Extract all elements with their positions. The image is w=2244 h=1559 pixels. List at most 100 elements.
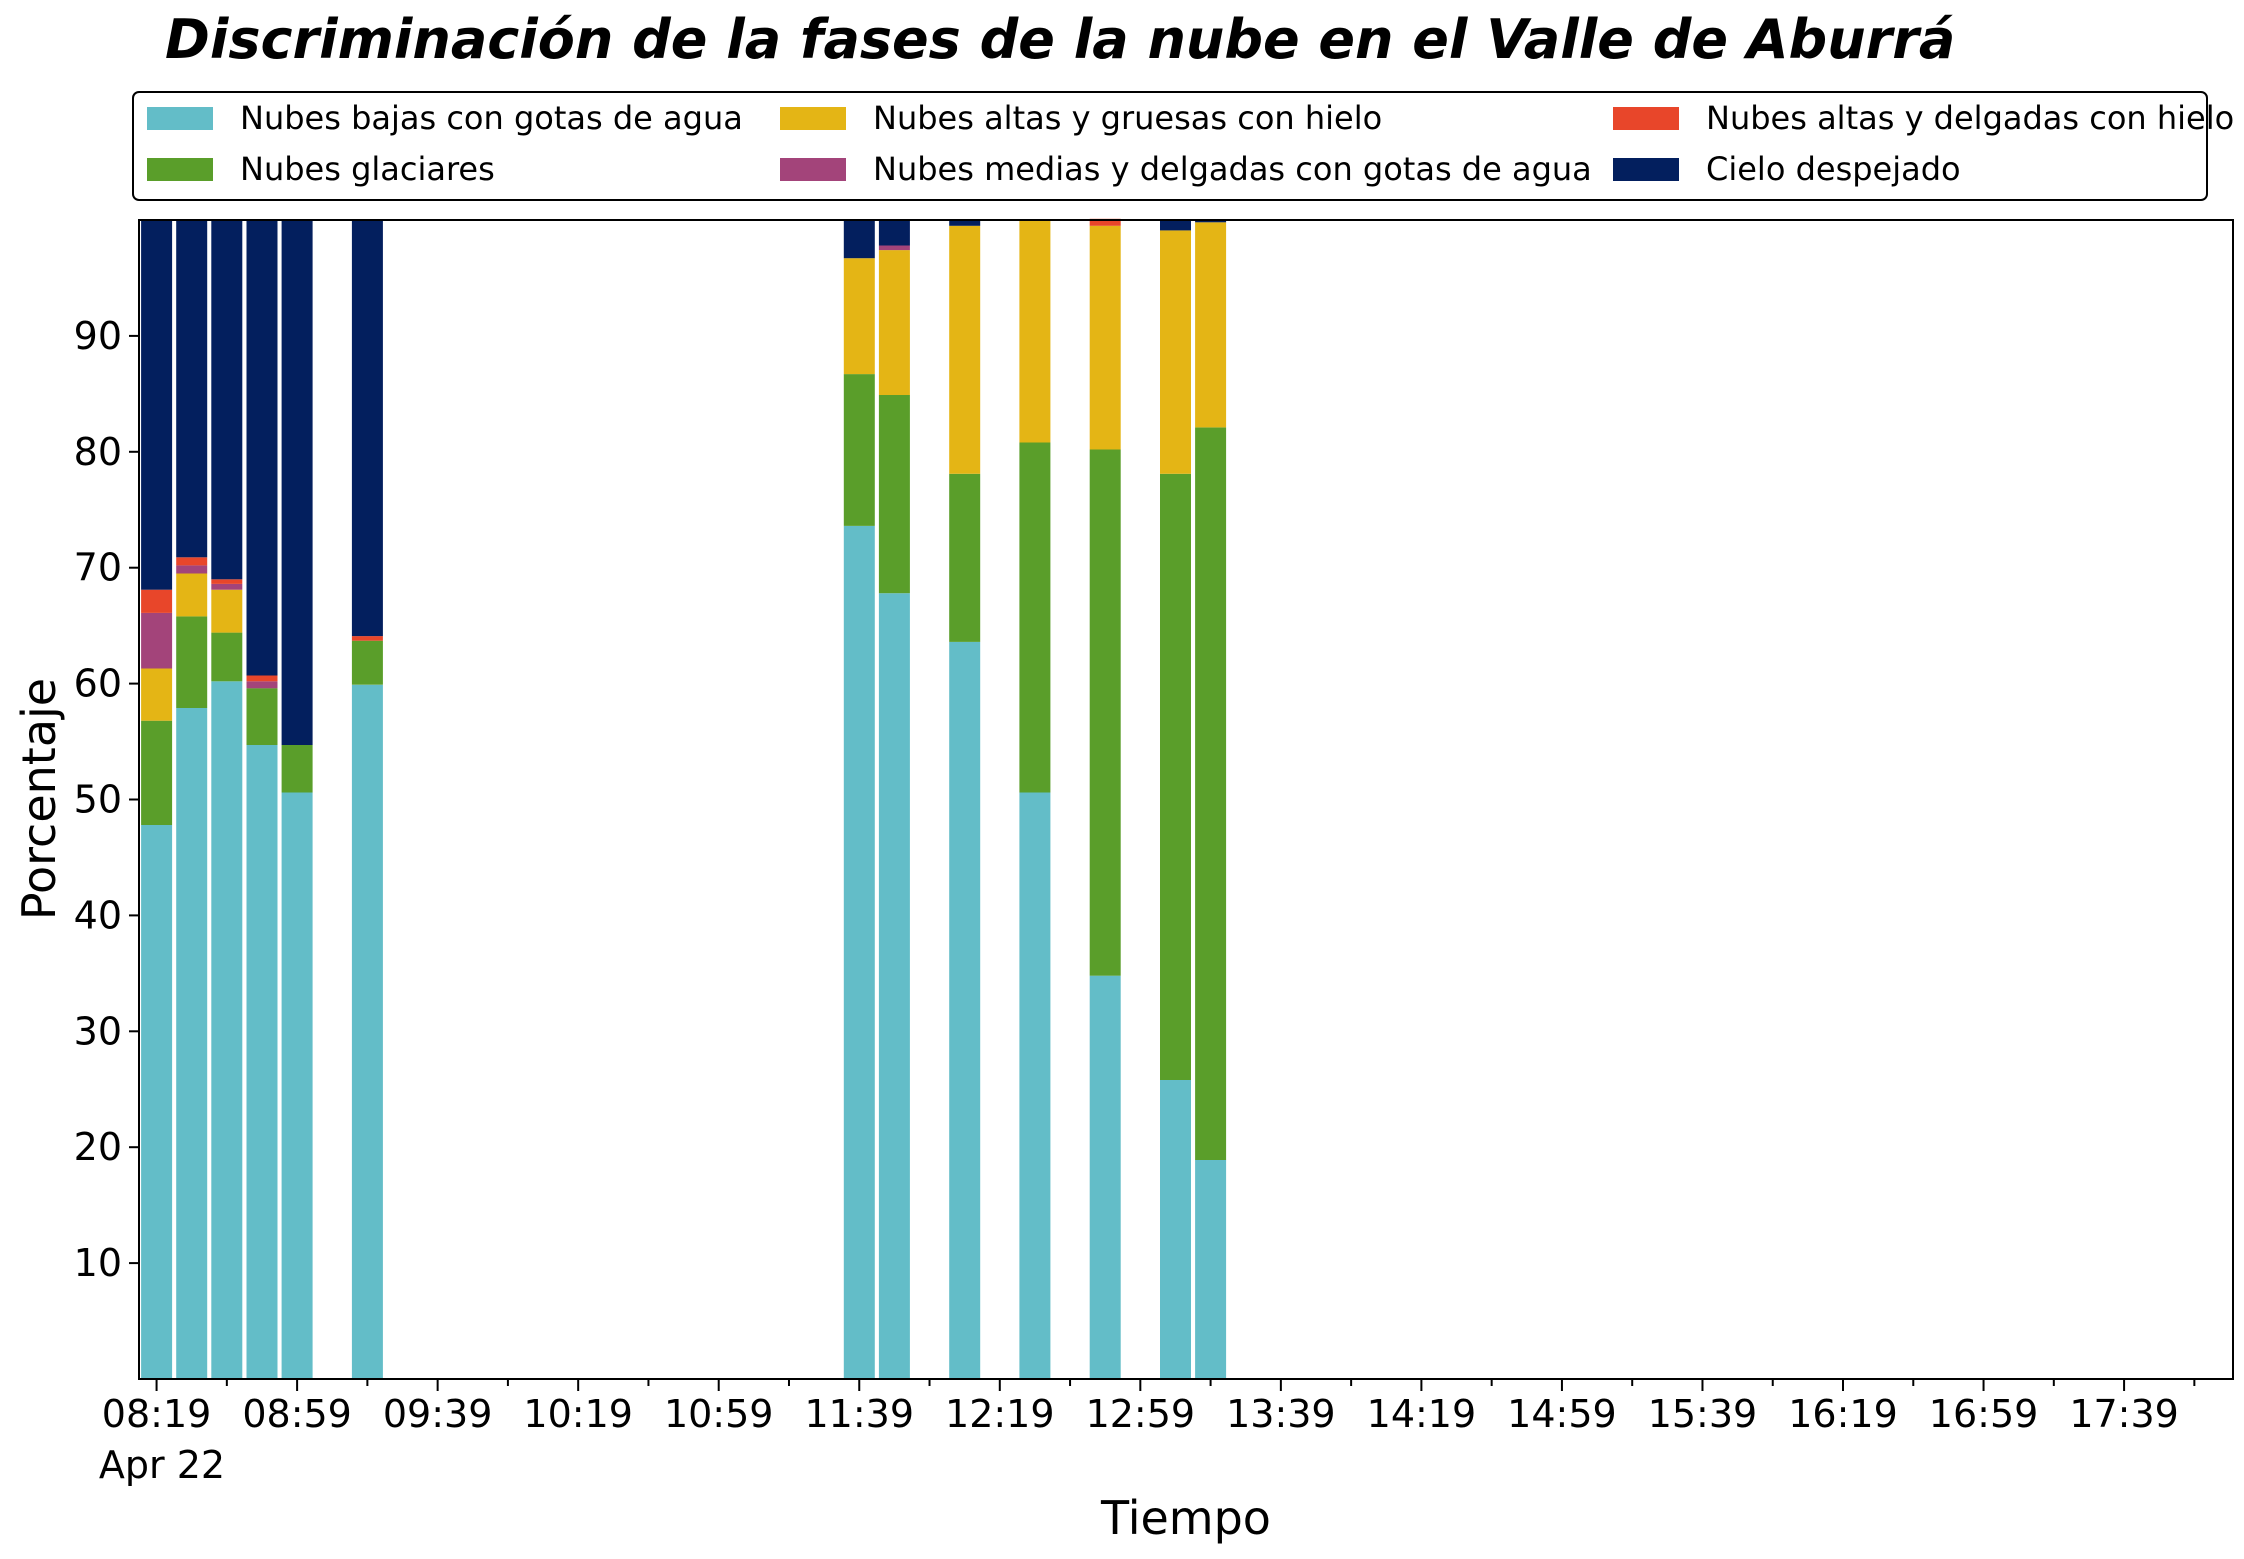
y-tick-label: 90 — [74, 314, 122, 358]
bar-segment-nubes-bajas-con-gotas-de-agua — [878, 593, 910, 1379]
legend-label-nubes-bajas-con-gotas-de-agua: Nubes bajas con gotas de agua — [240, 99, 743, 137]
bar-segment-nubes-glaciares — [141, 720, 173, 825]
bar-segment-nubes-bajas-con-gotas-de-agua — [1195, 1159, 1227, 1379]
y-axis-label: Porcentaje — [12, 678, 66, 920]
bar-segment-nubes-bajas-con-gotas-de-agua — [281, 792, 313, 1379]
bar-segment-cielo-despejado — [246, 220, 278, 676]
legend-swatch-nubes-bajas-con-gotas-de-agua — [147, 107, 213, 130]
bar-segment-nubes-bajas-con-gotas-de-agua — [1089, 975, 1121, 1379]
x-tick-label: 12:59 — [1086, 1392, 1196, 1436]
bar-segment-nubes-altas-y-delgadas-con-hielo — [211, 579, 243, 584]
bar-segment-cielo-despejado — [141, 220, 173, 590]
bar-segment-cielo-despejado — [281, 220, 313, 745]
bar-segment-nubes-altas-y-delgadas-con-hielo — [351, 636, 383, 641]
bar-segment-nubes-glaciares — [246, 688, 278, 745]
bar-segment-nubes-glaciares — [176, 616, 208, 708]
bar-segment-nubes-bajas-con-gotas-de-agua — [246, 745, 278, 1379]
bar-segment-nubes-bajas-con-gotas-de-agua — [141, 825, 173, 1379]
bar-segment-nubes-glaciares — [843, 374, 875, 526]
bars — [141, 218, 1227, 1379]
legend-swatch-nubes-glaciares — [147, 158, 213, 181]
bar-segment-nubes-medias-y-delgadas-con-gotas-de-agua — [141, 612, 173, 669]
bar-segment-nubes-altas-y-delgadas-con-hielo — [246, 675, 278, 682]
x-tick-label: 10:19 — [523, 1392, 633, 1436]
legend-label-nubes-medias-y-delgadas-con-gotas-de-agua: Nubes medias y delgadas con gotas de agu… — [873, 150, 1592, 188]
bar-segment-cielo-despejado — [1195, 220, 1227, 223]
bar-segment-cielo-despejado — [351, 220, 383, 637]
x-axis: 08:19 08:59 09:39 10:19 10:59 11:39 12:19 12:59… — [102, 1379, 2196, 1436]
bar-segment-nubes-bajas-con-gotas-de-agua — [1019, 792, 1051, 1379]
legend: Nubes bajas con gotas de agua Nubes glaci… — [132, 91, 2234, 201]
bar-segment-nubes-altas-y-gruesas-con-hielo — [1195, 222, 1227, 428]
x-tick-label: 08:19 — [102, 1392, 212, 1436]
x-tick-sublabel: Apr 22 — [99, 1443, 225, 1487]
bar-segment-nubes-medias-y-delgadas-con-gotas-de-agua — [176, 565, 208, 574]
bar-segment-nubes-bajas-con-gotas-de-agua — [949, 641, 981, 1379]
bar-segment-nubes-altas-y-gruesas-con-hielo — [949, 225, 981, 474]
bar-segment-cielo-despejado — [1160, 220, 1191, 231]
bar-segment-nubes-glaciares — [211, 632, 243, 682]
bar-segment-nubes-medias-y-delgadas-con-gotas-de-agua — [246, 681, 278, 689]
bar-segment-nubes-glaciares — [878, 395, 910, 594]
y-tick-label: 20 — [74, 1125, 122, 1169]
bar-segment-cielo-despejado — [949, 220, 981, 226]
x-tick-label: 11:39 — [804, 1392, 914, 1436]
bar-segment-nubes-bajas-con-gotas-de-agua — [211, 681, 243, 1379]
bar-segment-nubes-bajas-con-gotas-de-agua — [176, 707, 208, 1379]
bar-segment-nubes-bajas-con-gotas-de-agua — [843, 526, 875, 1379]
bar-segment-cielo-despejado — [878, 220, 910, 246]
x-tick-label: 14:59 — [1507, 1392, 1617, 1436]
bar-segment-nubes-altas-y-delgadas-con-hielo — [176, 557, 208, 566]
legend-frame — [132, 91, 2208, 201]
y-axis: 10 20 30 40 50 60 70 80 90 — [74, 314, 139, 1285]
bar-segment-nubes-altas-y-gruesas-con-hielo — [1019, 220, 1051, 443]
bar-segment-nubes-glaciares — [1019, 442, 1051, 793]
bar-segment-nubes-altas-y-gruesas-con-hielo — [1089, 225, 1121, 450]
bar-segment-nubes-altas-y-delgadas-con-hielo — [1089, 218, 1121, 226]
x-tick-label: 15:39 — [1648, 1392, 1758, 1436]
x-tick-label: 13:39 — [1226, 1392, 1336, 1436]
x-tick-label: 09:39 — [383, 1392, 493, 1436]
bar-segment-nubes-glaciares — [1160, 473, 1191, 1080]
x-axis-label: Tiempo — [1100, 1491, 1271, 1545]
bar-segment-nubes-glaciares — [1089, 449, 1121, 976]
chart-title: Discriminación de la fases de la nube en… — [165, 8, 1955, 71]
y-tick-label: 30 — [74, 1009, 122, 1053]
bar-segment-nubes-medias-y-delgadas-con-gotas-de-agua — [211, 583, 243, 590]
bar-segment-nubes-glaciares — [281, 745, 313, 793]
bar-segment-cielo-despejado — [176, 220, 208, 558]
bar-segment-nubes-glaciares — [1195, 427, 1227, 1160]
legend-label-nubes-altas-y-gruesas-con-hielo: Nubes altas y gruesas con hielo — [873, 99, 1382, 137]
y-tick-label: 10 — [74, 1241, 122, 1285]
bar-segment-cielo-despejado — [843, 220, 875, 259]
bar-segment-nubes-altas-y-delgadas-con-hielo — [141, 589, 173, 613]
legend-swatch-nubes-altas-y-delgadas-con-hielo — [1613, 107, 1679, 130]
bar-segment-nubes-glaciares — [351, 640, 383, 685]
legend-swatch-cielo-despejado — [1613, 158, 1679, 181]
legend-label-nubes-glaciares: Nubes glaciares — [240, 150, 495, 188]
y-tick-label: 70 — [74, 546, 122, 590]
bar-segment-nubes-altas-y-gruesas-con-hielo — [843, 258, 875, 375]
y-tick-label: 50 — [74, 778, 122, 822]
bar-segment-nubes-bajas-con-gotas-de-agua — [1160, 1080, 1191, 1379]
y-tick-label: 40 — [74, 893, 122, 937]
bar-segment-nubes-glaciares — [949, 473, 981, 642]
x-tick-label: 08:59 — [242, 1392, 352, 1436]
bar-segment-nubes-altas-y-gruesas-con-hielo — [211, 589, 243, 633]
legend-swatch-nubes-medias-y-delgadas-con-gotas-de-agua — [780, 158, 846, 181]
x-tick-label: 16:59 — [1929, 1392, 2039, 1436]
bar-segment-nubes-altas-y-gruesas-con-hielo — [141, 668, 173, 721]
legend-swatch-nubes-altas-y-gruesas-con-hielo — [780, 107, 846, 130]
bar-segment-nubes-medias-y-delgadas-con-gotas-de-agua — [878, 245, 910, 251]
bar-segment-nubes-altas-y-gruesas-con-hielo — [878, 250, 910, 395]
bar-segment-nubes-altas-y-gruesas-con-hielo — [176, 573, 208, 617]
legend-label-cielo-despejado: Cielo despejado — [1706, 150, 1961, 188]
bar-segment-nubes-bajas-con-gotas-de-agua — [351, 684, 383, 1379]
x-tick-label: 16:19 — [1788, 1392, 1898, 1436]
bar-segment-nubes-altas-y-gruesas-con-hielo — [1160, 230, 1191, 474]
y-tick-label: 80 — [74, 430, 122, 474]
x-tick-label: 14:19 — [1367, 1392, 1477, 1436]
x-tick-label: 17:39 — [2069, 1392, 2179, 1436]
x-tick-label: 10:59 — [664, 1392, 774, 1436]
